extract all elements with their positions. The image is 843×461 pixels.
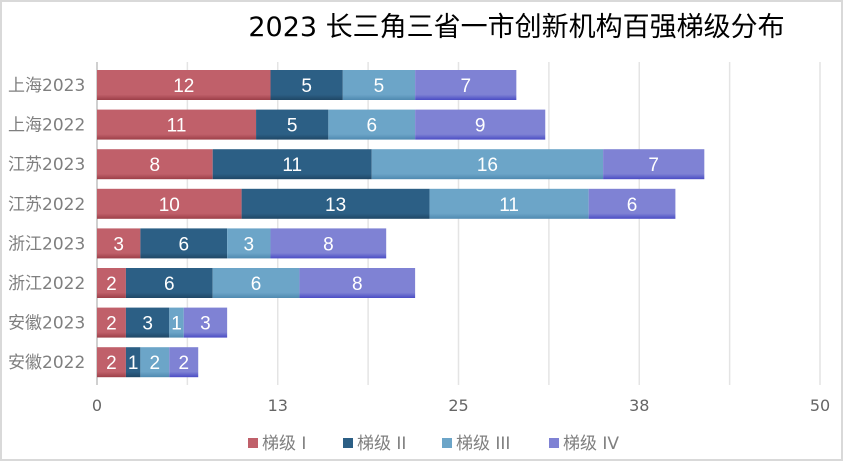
data-label: 8 bbox=[323, 234, 334, 255]
bar-segment bbox=[429, 188, 589, 219]
data-label: 9 bbox=[475, 116, 486, 137]
legend-label: 梯级 IV bbox=[563, 434, 619, 454]
data-label: 2 bbox=[178, 353, 189, 374]
data-label: 16 bbox=[477, 155, 498, 176]
data-label: 8 bbox=[352, 274, 363, 295]
bar-segment bbox=[97, 347, 126, 378]
data-label: 3 bbox=[244, 234, 255, 255]
data-label: 10 bbox=[159, 195, 180, 216]
bar-segment bbox=[140, 347, 170, 378]
data-label: 13 bbox=[325, 195, 346, 216]
bar-segment bbox=[125, 347, 141, 378]
data-label: 11 bbox=[499, 195, 519, 216]
bar-segment bbox=[415, 109, 546, 140]
bar-segment bbox=[97, 188, 242, 219]
legend-label: 梯级 II bbox=[357, 434, 406, 454]
data-label: 7 bbox=[648, 155, 659, 176]
data-label: 11 bbox=[167, 116, 187, 137]
bars: 12 5 5 711 5 6 98 11 16 710 13 11 63 6 3 82 6 6 82 3 1 32 1 2 2 bbox=[97, 70, 705, 378]
bar-segment bbox=[371, 149, 604, 180]
bar-segment bbox=[125, 268, 213, 298]
category-label: 上海2022 bbox=[8, 116, 85, 136]
bar-segment bbox=[256, 109, 329, 140]
bar-segment bbox=[212, 268, 300, 298]
bar-segment bbox=[212, 149, 372, 180]
category-label: 安徽2022 bbox=[8, 353, 85, 373]
category-label: 江苏2023 bbox=[8, 155, 85, 175]
bar-segment bbox=[97, 307, 126, 338]
data-label: 5 bbox=[287, 116, 298, 137]
bar-segment bbox=[169, 307, 184, 338]
data-label: 5 bbox=[301, 76, 312, 97]
legend-swatch bbox=[442, 438, 452, 448]
data-label: 2 bbox=[106, 274, 117, 295]
x-tick-label: 25 bbox=[448, 396, 468, 415]
data-label: 2 bbox=[106, 314, 117, 335]
x-tick-label: 0 bbox=[92, 396, 102, 415]
data-label: 6 bbox=[164, 274, 175, 295]
bar-segment bbox=[97, 70, 271, 100]
bar-segment bbox=[342, 70, 416, 100]
data-label: 11 bbox=[282, 155, 302, 176]
bar-segment bbox=[97, 149, 213, 180]
data-label: 1 bbox=[171, 314, 182, 335]
category-axis: 上海2023 上海2022 江苏2023 江苏2022 浙江2023 浙江2022 安徽20… bbox=[8, 76, 85, 373]
category-label: 浙江2022 bbox=[8, 274, 85, 294]
bar-segment bbox=[270, 228, 387, 259]
legend-label: 梯级 I bbox=[262, 434, 306, 454]
data-label: 12 bbox=[173, 76, 194, 97]
data-label: 1 bbox=[128, 353, 139, 374]
data-label: 8 bbox=[150, 155, 161, 176]
bar-segment bbox=[603, 149, 705, 180]
x-tick-label: 13 bbox=[268, 396, 288, 415]
x-tick-label: 38 bbox=[629, 396, 649, 415]
bar-segment bbox=[328, 109, 416, 140]
legend: 梯级 I 梯级 II 梯级 III 梯级 IV bbox=[248, 434, 619, 454]
bar-segment bbox=[140, 228, 228, 259]
category-label: 安徽2023 bbox=[8, 314, 85, 334]
category-label: 上海2023 bbox=[8, 76, 85, 96]
data-label: 6 bbox=[627, 195, 638, 216]
bar-segment bbox=[588, 188, 676, 219]
data-label: 2 bbox=[106, 353, 117, 374]
category-label: 江苏2022 bbox=[8, 195, 85, 215]
data-label: 7 bbox=[460, 76, 471, 97]
bar-segment bbox=[97, 268, 126, 298]
bar-segment bbox=[415, 70, 517, 100]
data-label: 3 bbox=[113, 234, 124, 255]
data-label: 3 bbox=[142, 314, 153, 335]
bar-segment bbox=[270, 70, 343, 100]
data-label: 6 bbox=[251, 274, 262, 295]
chart-title: 2023 长三角三省一市创新机构百强梯级分布 bbox=[248, 12, 785, 43]
data-label: 3 bbox=[200, 314, 211, 335]
value-axis: 0 13 25 38 50 bbox=[92, 396, 830, 415]
bar-segment bbox=[97, 228, 141, 259]
bar-segment bbox=[169, 347, 199, 378]
legend-label: 梯级 III bbox=[456, 434, 510, 454]
bar-segment bbox=[97, 109, 257, 140]
x-tick-label: 50 bbox=[810, 396, 830, 415]
category-label: 浙江2023 bbox=[8, 234, 85, 254]
bar-segment bbox=[299, 268, 416, 298]
data-label: 5 bbox=[374, 76, 385, 97]
bar-segment bbox=[125, 307, 170, 338]
legend-swatch bbox=[343, 438, 353, 448]
bar-segment bbox=[241, 188, 430, 219]
legend-swatch bbox=[248, 438, 258, 448]
data-label: 6 bbox=[366, 116, 377, 137]
data-label: 2 bbox=[150, 353, 161, 374]
legend-swatch bbox=[549, 438, 559, 448]
bar-segment bbox=[227, 228, 271, 259]
data-label: 6 bbox=[178, 234, 189, 255]
bar-segment bbox=[183, 307, 228, 338]
